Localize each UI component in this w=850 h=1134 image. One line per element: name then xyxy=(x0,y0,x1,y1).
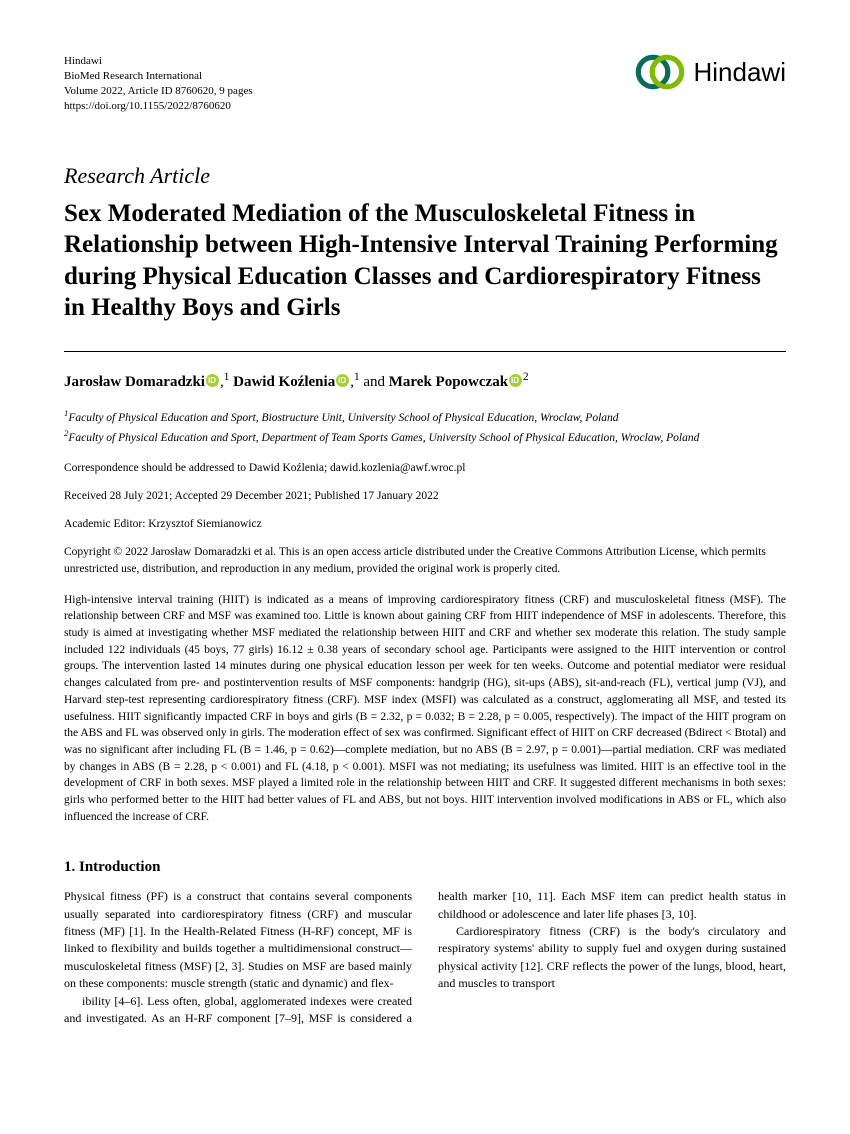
author-name: Dawid Koźlenia xyxy=(233,374,335,390)
page-header: Hindawi BioMed Research International Vo… xyxy=(64,54,786,113)
article-dates: Received 28 July 2021; Accepted 29 Decem… xyxy=(64,488,786,504)
affiliation-text: Faculty of Physical Education and Sport,… xyxy=(68,432,699,444)
author-affil-ref: 1 xyxy=(354,371,360,383)
affiliation-item: 1Faculty of Physical Education and Sport… xyxy=(64,407,786,427)
paper-title: Sex Moderated Mediation of the Musculosk… xyxy=(64,198,786,323)
author-name: Jarosław Domaradzki xyxy=(64,374,205,390)
body-paragraph: Physical fitness (PF) is a construct tha… xyxy=(64,888,412,992)
academic-editor: Academic Editor: Krzysztof Siemianowicz xyxy=(64,516,786,532)
author-affil-ref: 1 xyxy=(224,371,230,383)
body-paragraph: Cardiorespiratory fitness (CRF) is the b… xyxy=(438,923,786,993)
publisher-logo-text: Hindawi xyxy=(694,54,787,90)
orcid-icon[interactable] xyxy=(206,374,219,387)
publisher-logo: Hindawi xyxy=(634,54,787,90)
doi-link[interactable]: https://doi.org/10.1155/2022/8760620 xyxy=(64,99,253,114)
orcid-icon[interactable] xyxy=(509,374,522,387)
author-name: Marek Popowczak xyxy=(389,374,508,390)
journal-name: BioMed Research International xyxy=(64,69,253,84)
article-type: Research Article xyxy=(64,161,786,192)
abstract: High-intensive interval training (HIIT) … xyxy=(64,592,786,825)
section-heading: 1. Introduction xyxy=(64,857,786,878)
author-list: Jarosław Domaradzki,1 Dawid Koźlenia,1 a… xyxy=(64,370,786,393)
publisher-name: Hindawi xyxy=(64,54,253,69)
correspondence: Correspondence should be addressed to Da… xyxy=(64,460,786,476)
affiliation-text: Faculty of Physical Education and Sport,… xyxy=(68,412,618,424)
volume-info: Volume 2022, Article ID 8760620, 9 pages xyxy=(64,84,253,99)
affiliations: 1Faculty of Physical Education and Sport… xyxy=(64,407,786,446)
author-affil-ref: 2 xyxy=(523,371,529,383)
hindawi-logo-icon xyxy=(634,54,686,90)
body-two-column: Physical fitness (PF) is a construct tha… xyxy=(64,888,786,1027)
publication-meta: Hindawi BioMed Research International Vo… xyxy=(64,54,253,113)
title-divider xyxy=(64,351,786,352)
affiliation-item: 2Faculty of Physical Education and Sport… xyxy=(64,427,786,447)
orcid-icon[interactable] xyxy=(336,374,349,387)
copyright-notice: Copyright © 2022 Jarosław Domaradzki et … xyxy=(64,544,786,577)
